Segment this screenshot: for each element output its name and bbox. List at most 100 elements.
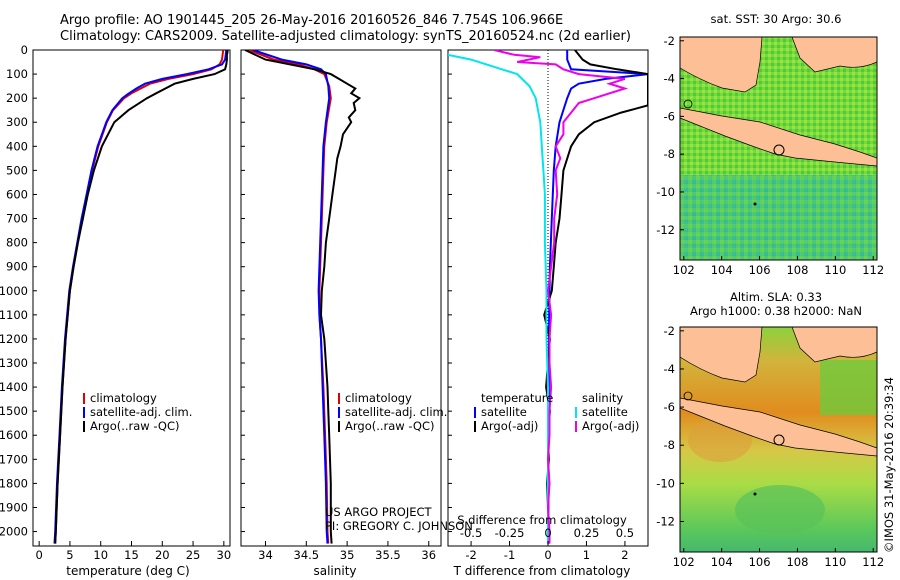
legend-label-t-satellite: satellite: [481, 405, 527, 419]
temperature-tick-label: 10: [93, 548, 108, 562]
legend-title-salinity: salinity: [582, 391, 623, 405]
argo-position-circle: [773, 144, 785, 156]
salinity-line-2: [244, 50, 362, 544]
map-lat-tick-label: -10: [656, 185, 675, 199]
temperature-line-1: [53, 50, 228, 544]
depth-tick-label: 1600: [0, 428, 28, 442]
salinity-legend: climatology satellite-adj. clim. Argo(..…: [325, 391, 473, 533]
imos-stamp: ©IMOS 31-May-2016 20:39:34: [882, 377, 896, 553]
depth-tick-label: 0: [21, 43, 28, 57]
sla-map-subtitle: Argo h1000: 0.38 h2000: NaN: [690, 304, 862, 318]
legend-label-climatology: climatology: [90, 391, 157, 405]
sla-map-frame: [679, 326, 878, 553]
salinity-tick-label: 36: [421, 548, 436, 562]
legend-title-temperature: temperature: [481, 391, 553, 405]
salinity-tick-label: 34: [258, 548, 273, 562]
legend-label-climatology: climatology: [345, 391, 412, 405]
depth-tick-label: 500: [6, 163, 28, 177]
map-lon-tick-label: 108: [786, 555, 808, 569]
map-lat-tick-label: -12: [656, 514, 675, 528]
sla-eastern-field: [820, 360, 877, 415]
t-difference-xlabel: T difference from climatology: [453, 564, 631, 578]
depth-tick-label: 600: [6, 187, 28, 201]
salinity-line-1: [252, 50, 331, 544]
map-lon-tick-label: 110: [824, 555, 846, 569]
sst-map-ticks: 102 104 106 108 110 112 -2 -4 -6 -8 -10 -12: [656, 34, 884, 277]
map-lat-tick-label: -12: [656, 223, 675, 237]
profile-title: Argo profile: AO 1901445_205 26-May-2016…: [60, 13, 564, 28]
depth-tick-label: 1300: [0, 356, 28, 370]
map-lon-tick-label: 108: [786, 263, 808, 277]
java-land: [680, 107, 877, 167]
map-lon-tick-label: 104: [711, 555, 733, 569]
climatology-subtitle: Climatology: CARS2009. Satellite-adjuste…: [60, 29, 631, 44]
depth-tick-label: 200: [6, 91, 28, 105]
sst-map: [680, 37, 877, 260]
sumatra-land: [680, 37, 763, 93]
sst-map-frame: [679, 36, 878, 261]
t-difference-tick-label: 0: [544, 548, 551, 562]
depth-tick-label: 800: [6, 236, 28, 250]
sst-southern-field: [680, 175, 877, 260]
s-difference-tick-label: -0.25: [495, 526, 525, 540]
temperature-tick-label: 5: [66, 548, 73, 562]
pi-annotation: PI: GREGORY C. JOHNSON: [325, 519, 473, 533]
depth-tick-label: 400: [6, 139, 28, 153]
sst-map-title: sat. SST: 30 Argo: 30.6: [711, 12, 842, 26]
map-lon-tick-label: 112: [862, 555, 884, 569]
salinity-series-layer: [244, 50, 362, 544]
sumatra-land: [680, 327, 763, 383]
temperature-line-2: [54, 50, 229, 544]
difference-legend: temperature satellite Argo(-adj) salinit…: [474, 391, 639, 433]
island-outline: [683, 99, 693, 109]
island-dot: [753, 492, 757, 496]
temperature-legend: climatology satellite-adj. clim. Argo(..…: [83, 391, 192, 433]
depth-tick-label: 1800: [0, 476, 28, 490]
temperature-tick-label: 30: [217, 548, 232, 562]
map-lon-tick-label: 104: [711, 263, 733, 277]
depth-tick-label: 1200: [0, 332, 28, 346]
depth-tick-label: 300: [6, 115, 28, 129]
map-lat-tick-label: -6: [664, 400, 675, 414]
map-lat-tick-label: -8: [664, 438, 675, 452]
temperature-line-0: [54, 50, 225, 544]
island-outline: [683, 391, 693, 401]
map-lon-tick-label: 106: [749, 555, 771, 569]
legend-label-satellite: satellite-adj. clim.: [345, 405, 447, 419]
legend-label-argo: Argo(..raw -QC): [345, 419, 435, 433]
temperature-axes-frame: [32, 49, 231, 547]
temperature-tick-label: 0: [35, 548, 42, 562]
salinity-xlabel: salinity: [313, 564, 356, 578]
map-lat-tick-label: -2: [664, 324, 675, 338]
depth-tick-label: 1900: [0, 500, 28, 514]
map-lat-tick-label: -10: [656, 476, 675, 490]
depth-tick-label: 900: [6, 260, 28, 274]
temperature-tick-label: 15: [124, 548, 139, 562]
legend-label-s-argo: Argo(-adj): [582, 419, 639, 433]
salinity-difference-line-3: [493, 50, 629, 544]
temperature-tick-label: 25: [186, 548, 201, 562]
sla-southern-anomaly: [735, 485, 825, 535]
sla-map: [680, 327, 877, 552]
map-lat-tick-label: -4: [664, 362, 675, 376]
depth-tick-label: 2000: [0, 525, 28, 539]
t-difference-tick-label: -2: [465, 548, 476, 562]
depth-tick-label: 1000: [0, 284, 28, 298]
depth-tick-label: 100: [6, 67, 28, 81]
depth-tick-label: 1500: [0, 404, 28, 418]
legend-label-argo: Argo(..raw -QC): [90, 419, 180, 433]
salinity-tick-label: 34.5: [294, 548, 320, 562]
s-difference-tick-label: 0: [544, 526, 551, 540]
map-lon-tick-label: 112: [862, 263, 884, 277]
t-difference-tick-label: -1: [504, 548, 515, 562]
map-lon-tick-label: 110: [824, 263, 846, 277]
map-lat-tick-label: -2: [664, 34, 675, 48]
legend-label-satellite: satellite-adj. clim.: [90, 405, 192, 419]
java-land: [680, 397, 877, 457]
difference-series-layer: [448, 50, 648, 546]
argo-position-circle: [773, 434, 785, 446]
legend-label-t-argo: Argo(-adj): [481, 419, 538, 433]
axis-ticks-layer: 0100200300400500600700800900100011001200…: [0, 43, 634, 562]
sla-map-title: Altim. SLA: 0.33: [730, 290, 822, 304]
